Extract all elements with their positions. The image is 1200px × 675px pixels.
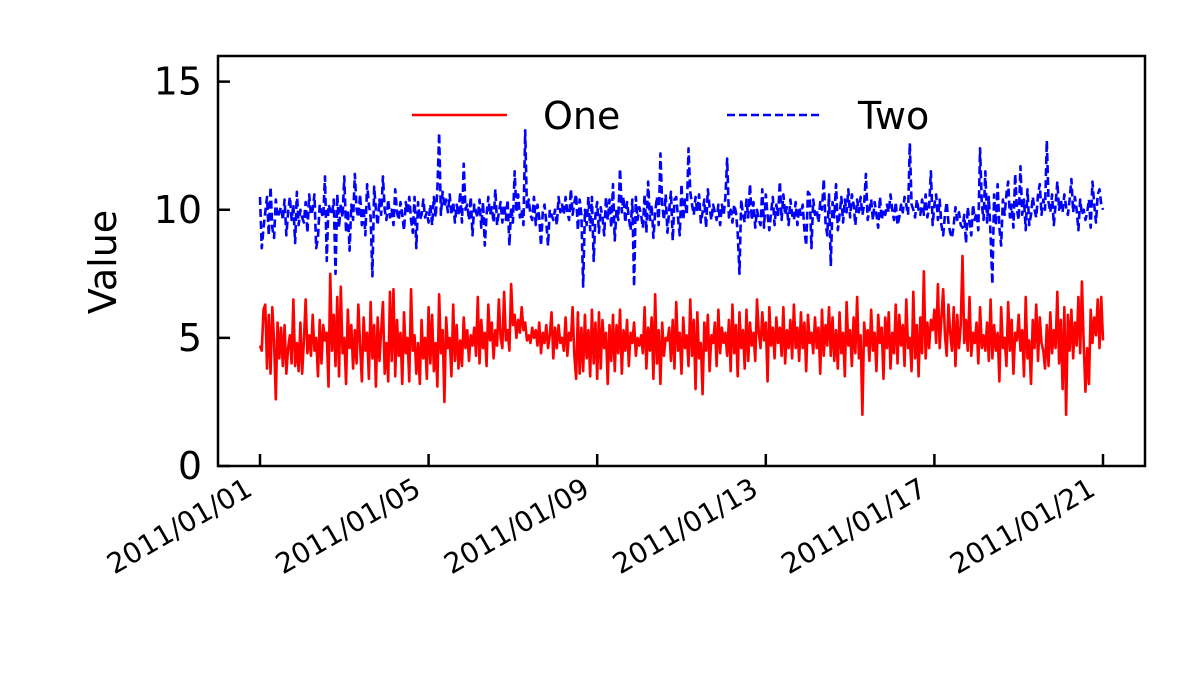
legend: One Two xyxy=(412,94,929,138)
y-tick-label: 10 xyxy=(154,188,202,232)
plot-frame xyxy=(216,54,1147,468)
y-tick-label: 15 xyxy=(154,60,202,104)
y-axis-title: Value xyxy=(81,210,125,314)
series-line-two xyxy=(258,129,1105,288)
y-tick-label: 0 xyxy=(178,444,202,488)
y-tick-label: 5 xyxy=(178,316,202,360)
legend-label-one: One xyxy=(543,94,620,138)
series-group xyxy=(258,129,1105,417)
series-line-one xyxy=(258,254,1105,417)
legend-label-two: Two xyxy=(857,94,929,138)
